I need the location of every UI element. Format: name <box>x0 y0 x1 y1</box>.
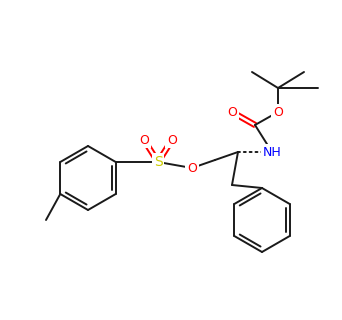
Text: NH: NH <box>263 146 281 158</box>
Text: O: O <box>139 133 149 147</box>
Text: O: O <box>167 133 177 147</box>
Text: O: O <box>273 106 283 118</box>
Text: O: O <box>227 106 237 118</box>
Text: S: S <box>154 155 162 169</box>
Text: O: O <box>187 162 197 174</box>
